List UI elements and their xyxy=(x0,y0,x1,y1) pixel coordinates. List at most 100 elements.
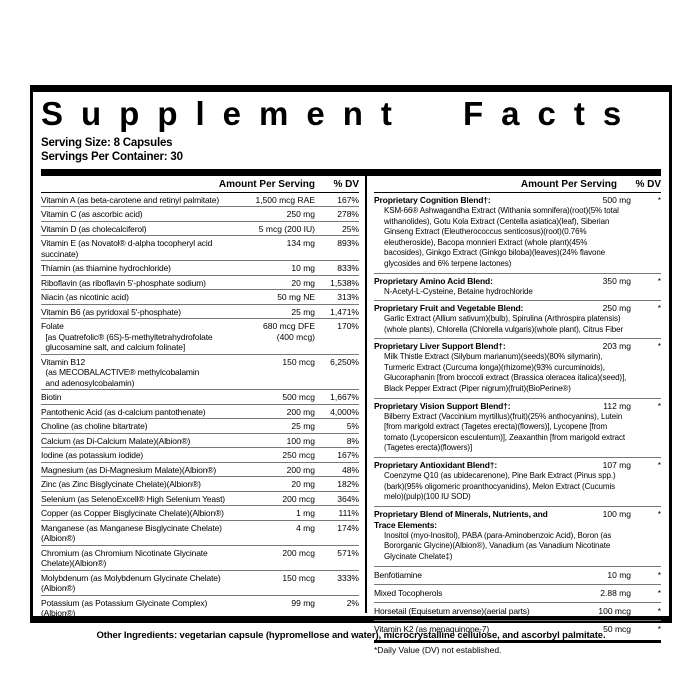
blend-row-head: Proprietary Liver Support Blend†: 203 mg… xyxy=(374,341,661,352)
blend-dv: * xyxy=(657,341,661,352)
blend-amount: 250 mg xyxy=(602,303,631,314)
nutrient-name: Biotin xyxy=(41,392,62,403)
facts-columns: Amount Per Serving % DV Vitamin A (as be… xyxy=(41,175,661,655)
blend-row-head: Proprietary Antioxidant Blend†: 107 mg * xyxy=(374,460,661,471)
nutrient-row: Vitamin B12 (as MECOBALACTIVE® methylcob… xyxy=(41,353,359,390)
blend-ingredients: Milk Thistle Extract (Silybum marianum)(… xyxy=(384,352,627,394)
nutrient-row: Vitamin E (as Novatol® d-alpha tocophery… xyxy=(41,235,359,260)
nutrient-row: Folate [as Quatrefolic® (6S)-5-methyltet… xyxy=(41,318,359,354)
nutrient-amount: 5 mcg (200 IU) xyxy=(258,223,315,234)
header-divider-bar xyxy=(41,168,661,176)
nutrient-row: Potassium (as Potassium Glycinate Comple… xyxy=(41,594,359,620)
percent-dv-header: % DV xyxy=(333,178,359,190)
nutrient-amount: 4 mg xyxy=(296,522,315,533)
nutrient-amount: 500 mcg xyxy=(282,392,315,403)
nutrient-amount: 250 mg xyxy=(286,209,315,220)
nutrient-rows: Vitamin A (as beta-carotene and retinyl … xyxy=(41,193,359,620)
blend-ingredients: Garlic Extract (Allium sativum)(bulb), S… xyxy=(384,314,624,334)
nutrient-dv: 313% xyxy=(337,292,359,303)
nutrient-row: Chromium (as Chromium Nicotinate Glycina… xyxy=(41,544,359,570)
blend-name: Horsetail (Equisetum arvense)(aerial par… xyxy=(374,605,530,616)
nutrient-row: Magnesium (as Di-Magnesium Malate)(Albio… xyxy=(41,461,359,477)
nutrient-amount: 1 mg xyxy=(296,508,315,519)
blend-row: Benfotiamine 10 mg * xyxy=(374,565,661,584)
blend-ingredients: N-Acetyl-L-Cysteine, Betaine hydrochlori… xyxy=(384,286,533,296)
nutrient-amount: 1,500 mcg RAE xyxy=(255,194,315,205)
nutrient-dv: 25% xyxy=(341,223,359,234)
blend-row-head: Proprietary Amino Acid Blend: 350 mg * xyxy=(374,276,661,287)
nutrient-amount: 20 mg xyxy=(291,277,315,288)
nutrient-amount: 25 mg xyxy=(291,421,315,432)
blend-amount: 2.88 mg xyxy=(600,587,631,598)
blend-row-head: Mixed Tocopherols 2.88 mg * xyxy=(374,588,661,599)
right-column: Amount Per Serving % DV Proprietary Cogn… xyxy=(367,176,661,655)
nutrient-dv: 4,000% xyxy=(330,406,359,417)
blend-amount: 50 mcg xyxy=(603,623,631,634)
blend-row-head: Benfotiamine 10 mg * xyxy=(374,570,661,581)
nutrient-name: Chromium (as Chromium Nicotinate Glycina… xyxy=(41,547,208,569)
nutrient-name: Niacin (as nicotinic acid) xyxy=(41,292,129,303)
blend-dv: * xyxy=(657,508,661,519)
blend-amount: 100 mcg xyxy=(598,605,631,616)
nutrient-dv: 6,250% xyxy=(330,356,359,367)
nutrient-name: Vitamin D (as cholecalciferol) xyxy=(41,223,147,234)
nutrient-amount: 50 mg NE xyxy=(277,292,315,303)
nutrient-dv: 1,538% xyxy=(330,277,359,288)
nutrient-name: Iodine (as potassium iodide) xyxy=(41,450,144,461)
blend-name: Proprietary Cognition Blend†: xyxy=(374,194,491,205)
nutrient-dv: 174% xyxy=(337,522,359,533)
nutrient-dv: 571% xyxy=(337,547,359,558)
nutrient-name: Molybdenum (as Molybdenum Glycinate Chel… xyxy=(41,572,221,594)
blend-dv: * xyxy=(657,400,661,411)
nutrient-dv: 1,667% xyxy=(330,392,359,403)
nutrient-row: Choline (as choline bitartrate) 25 mg 5% xyxy=(41,418,359,433)
nutrient-row: Vitamin D (as cholecalciferol) 5 mcg (20… xyxy=(41,220,359,236)
nutrient-dv: 167% xyxy=(337,194,359,205)
blend-amount: 112 mg xyxy=(603,400,631,411)
blend-dv: * xyxy=(657,623,661,634)
blend-amount: 10 mg xyxy=(607,569,631,580)
nutrient-name: Vitamin E (as Novatol® d-alpha tocophery… xyxy=(41,238,213,259)
blend-row: Proprietary Liver Support Blend†: 203 mg… xyxy=(374,338,661,397)
blend-name: Proprietary Liver Support Blend†: xyxy=(374,341,506,352)
nutrient-row: Molybdenum (as Molybdenum Glycinate Chel… xyxy=(41,569,359,595)
nutrient-dv: 48% xyxy=(341,464,359,475)
blend-name: Proprietary Fruit and Vegetable Blend: xyxy=(374,303,524,314)
blend-name: Benfotiamine xyxy=(374,569,422,580)
blend-dv: * xyxy=(657,303,661,314)
nutrient-row: Biotin 500 mcg 1,667% xyxy=(41,389,359,404)
blend-row: Mixed Tocopherols 2.88 mg * xyxy=(374,583,661,602)
nutrient-name: Thiamin (as thiamine hydrochloride) xyxy=(41,263,171,274)
servings-per-container: Servings Per Container: 30 xyxy=(41,151,183,164)
nutrient-amount: 200 mcg xyxy=(282,547,315,558)
blend-row-head: Proprietary Vision Support Blend†: 112 m… xyxy=(374,401,661,412)
nutrient-name: Manganese (as Manganese Bisglycinate Che… xyxy=(41,522,222,544)
nutrient-dv: 5% xyxy=(346,421,359,432)
nutrient-name: Selenium (as SelenoExcell® High Selenium… xyxy=(41,493,225,504)
blend-name: Proprietary Blend of Minerals, Nutrients… xyxy=(374,508,548,530)
blend-dv: * xyxy=(657,587,661,598)
nutrient-name: Calcium (as Di-Calcium Malate)(Albion®) xyxy=(41,435,191,446)
blend-row: Proprietary Blend of Minerals, Nutrients… xyxy=(374,505,661,566)
nutrient-row: Vitamin B6 (as pyridoxal 5'-phosphate) 2… xyxy=(41,303,359,319)
nutrient-row: Niacin (as nicotinic acid) 50 mg NE 313% xyxy=(41,289,359,304)
nutrient-name: Folate [as Quatrefolic® (6S)-5-methyltet… xyxy=(41,321,213,353)
blend-dv: * xyxy=(657,275,661,286)
blend-row-head: Proprietary Fruit and Vegetable Blend: 2… xyxy=(374,303,661,314)
blend-dv: * xyxy=(657,569,661,580)
nutrient-dv: 893% xyxy=(337,238,359,249)
nutrient-name: Choline (as choline bitartrate) xyxy=(41,421,148,432)
nutrient-dv: 833% xyxy=(337,263,359,274)
blend-row-head: Proprietary Blend of Minerals, Nutrients… xyxy=(374,509,661,531)
nutrient-amount: 250 mcg xyxy=(282,450,315,461)
other-ingredients: Other Ingredients: vegetarian capsule (h… xyxy=(96,630,606,641)
nutrient-amount: 20 mg xyxy=(291,479,315,490)
nutrient-amount: 200 mg xyxy=(286,406,315,417)
blend-row: Proprietary Vision Support Blend†: 112 m… xyxy=(374,397,661,457)
blend-dv: * xyxy=(657,605,661,616)
nutrient-name: Zinc (as Zinc Bisglycinate Chelate)(Albi… xyxy=(41,479,201,490)
nutrient-amount: 200 mcg xyxy=(282,493,315,504)
blend-name: Vitamin K2 (as menaquinone-7) xyxy=(374,623,490,634)
nutrient-row: Vitamin C (as ascorbic acid) 250 mg 278% xyxy=(41,206,359,221)
blend-amount: 107 mg xyxy=(602,460,631,471)
